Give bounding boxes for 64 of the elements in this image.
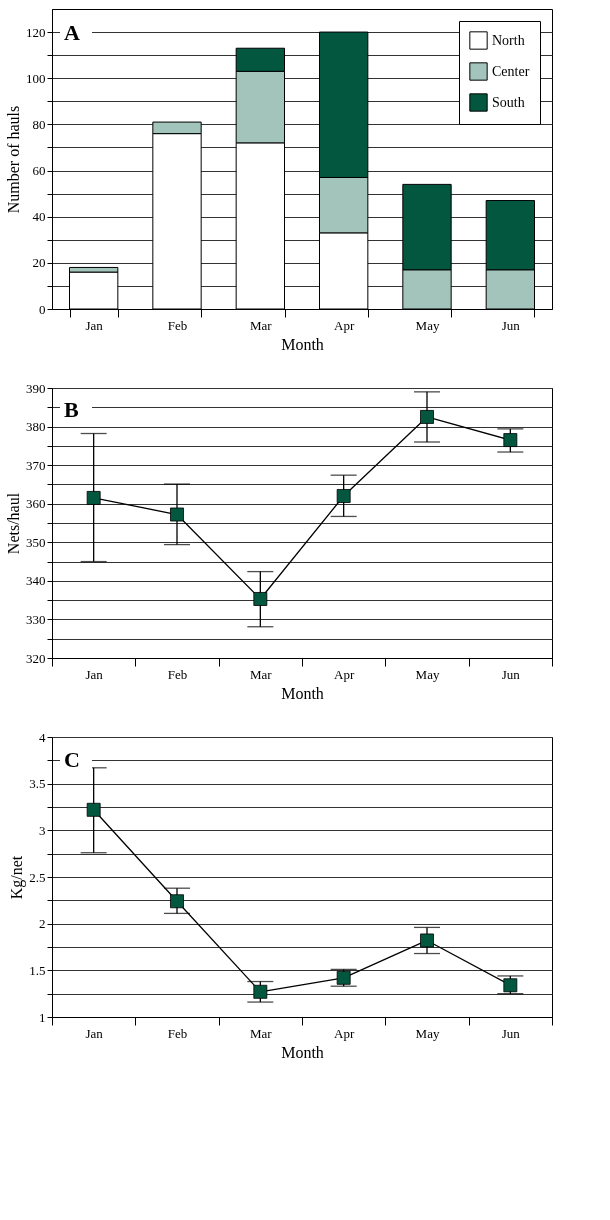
y-tick-label: 2	[39, 916, 46, 932]
point	[253, 984, 268, 999]
x-tick-label: Feb	[167, 317, 188, 333]
legend-label: Center	[492, 63, 530, 79]
text: A	[64, 20, 80, 45]
point	[336, 489, 351, 503]
point	[253, 592, 268, 606]
y-tick-label: 3	[39, 822, 46, 838]
x-axis-title: Month	[281, 335, 324, 353]
chart-title: B	[64, 397, 79, 423]
x-tick-label: Mar	[250, 666, 273, 682]
x-axis-title: Month	[281, 684, 324, 702]
y-tick-label: 60	[32, 163, 46, 179]
y-tick-label: 0	[39, 301, 46, 317]
y-tick-label: 320	[26, 650, 46, 666]
y-tick-label: 3.5	[29, 776, 46, 792]
chart-title: C	[64, 746, 80, 772]
x-tick-label: Mar	[250, 1025, 273, 1041]
y-tick-label: 80	[32, 116, 46, 132]
y-tick-label: 390	[26, 380, 46, 396]
point	[503, 433, 518, 447]
y-tick-label: 360	[26, 496, 46, 512]
y-tick-label: 40	[32, 209, 46, 225]
y-axis-title: Nets/haul	[5, 492, 22, 555]
point	[503, 978, 518, 993]
y-axis-title: Kg/net	[8, 855, 27, 900]
y-tick-label: 4	[39, 729, 46, 745]
point	[170, 507, 184, 522]
y-tick-label: 340	[26, 573, 46, 589]
point	[336, 970, 351, 985]
x-tick-label: Mar	[250, 317, 273, 333]
y-tick-label: 330	[26, 611, 46, 627]
point	[420, 410, 434, 424]
x-tick-label: Feb	[167, 666, 188, 682]
y-tick-label: 370	[26, 457, 46, 473]
point	[86, 802, 101, 817]
x-tick-label: May	[415, 666, 440, 682]
y-tick-label: 120	[26, 24, 46, 40]
x-axis-title: Month	[281, 1043, 324, 1061]
point	[170, 894, 184, 909]
x-tick-label: Jan	[85, 317, 104, 333]
x-tick-label: Jan	[85, 666, 104, 682]
y-axis-title: Number of hauls	[5, 105, 22, 214]
x-tick-label: Feb	[167, 1025, 188, 1041]
y-tick-label: 380	[26, 419, 46, 435]
x-tick-label: Apr	[334, 317, 355, 333]
x-tick-label: Jan	[85, 1025, 104, 1041]
x-tick-label: May	[415, 1025, 440, 1041]
x-tick-label: Jun	[501, 317, 521, 333]
legend-label: South	[492, 94, 525, 110]
legend-label: North	[492, 32, 525, 48]
y-tick-label: 2.5	[29, 869, 46, 885]
x-tick-label: Apr	[334, 1025, 355, 1041]
y-tick-label: 1	[39, 1009, 46, 1025]
x-tick-label: Apr	[334, 666, 355, 682]
y-tick-label: 350	[26, 534, 46, 550]
y-tick-label: 100	[26, 70, 46, 86]
y-tick-label: 1.5	[29, 962, 46, 978]
y-tick-label: 20	[32, 255, 46, 271]
point	[86, 491, 101, 505]
x-tick-label: May	[415, 317, 440, 333]
point	[420, 933, 434, 948]
x-tick-label: Jun	[501, 666, 521, 682]
x-tick-label: Jun	[501, 1025, 521, 1041]
